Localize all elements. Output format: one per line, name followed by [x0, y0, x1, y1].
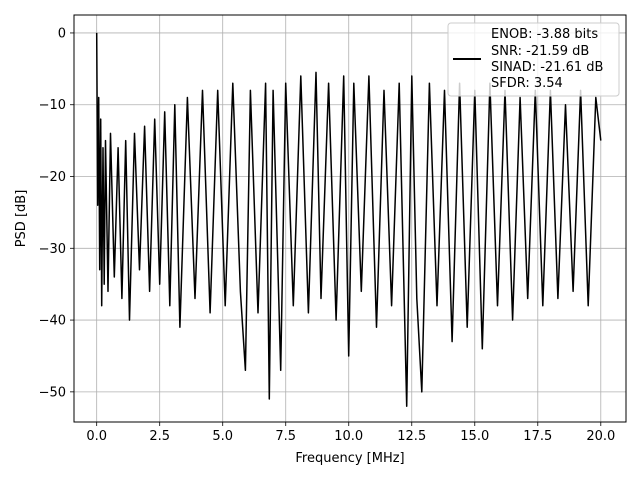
legend: ENOB: -3.88 bits SNR: -21.59 dB SINAD: -…	[447, 22, 620, 97]
x-tick-label: 2.5	[149, 429, 170, 444]
y-tick-label: −10	[39, 98, 66, 113]
x-tick-label: 10.0	[334, 429, 363, 444]
series-layer	[95, 32, 602, 407]
y-tick-label: −30	[39, 242, 66, 257]
plot-frame	[73, 14, 627, 423]
ticks: 0.0 2.5 5.0 7.5 10.0 12.5 15.0 17.5 20.0 0 −10 −20 −…	[39, 26, 616, 444]
x-tick-label: 12.5	[397, 429, 426, 444]
x-tick-label: 7.5	[275, 429, 296, 444]
y-tick-label: −20	[39, 170, 66, 185]
x-tick-label: 5.0	[212, 429, 233, 444]
legend-entry-sfdr: SFDR: 3.54	[491, 76, 563, 91]
x-tick-label: 15.0	[460, 429, 489, 444]
legend-entry-snr: SNR: -21.59 dB	[491, 44, 589, 59]
x-tick-label: 20.0	[586, 429, 615, 444]
x-axis-label: Frequency [MHz]	[295, 451, 404, 466]
legend-box	[447, 22, 620, 97]
y-tick-label: −50	[39, 385, 66, 400]
x-tick-label: 17.5	[523, 429, 552, 444]
psd-series-line	[95, 32, 602, 407]
legend-entry-enob: ENOB: -3.88 bits	[491, 27, 598, 42]
legend-entry-sinad: SINAD: -21.61 dB	[491, 60, 603, 75]
x-tick-label: 0.0	[86, 429, 107, 444]
y-tick-label: −40	[39, 314, 66, 329]
y-tick-label: 0	[58, 26, 66, 41]
y-axis-label: PSD [dB]	[14, 190, 29, 248]
